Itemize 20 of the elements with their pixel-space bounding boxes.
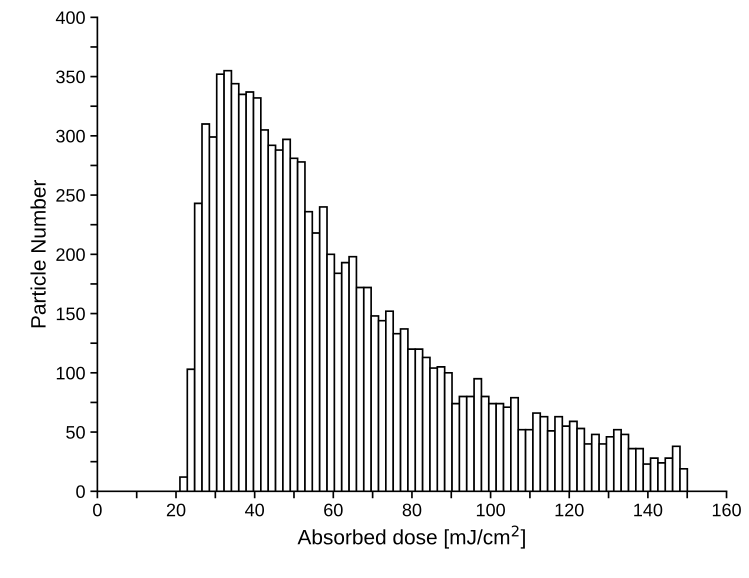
x-tick-label: 160 [712, 504, 741, 516]
x-tick-label: 20 [166, 504, 186, 516]
x-tick-label: 100 [476, 504, 505, 516]
x-axis-title: Absorbed dose [mJ/cm$^{2}$] [298, 525, 525, 549]
x-tick-label: 140 [634, 504, 662, 516]
y-tick-label: 50 [66, 426, 85, 439]
y-tick-label: 0 [76, 485, 85, 498]
x-tick-label: 80 [402, 504, 422, 516]
y-tick-label: 200 [56, 248, 85, 262]
x-tick-label: 120 [556, 504, 584, 516]
x-tick-label: 0 [93, 504, 102, 516]
y-tick-label: 250 [56, 189, 85, 202]
y-tick-label: 100 [56, 366, 85, 380]
x-tick-label: 60 [324, 504, 343, 516]
y-tick-label: 300 [56, 130, 85, 143]
y-tick-label: 150 [56, 308, 85, 320]
y-tick-label: 350 [56, 70, 85, 84]
y-tick-label: 400 [56, 11, 85, 24]
x-tick-label: 40 [245, 504, 264, 516]
y-axis-title: Particle Number [30, 180, 46, 328]
